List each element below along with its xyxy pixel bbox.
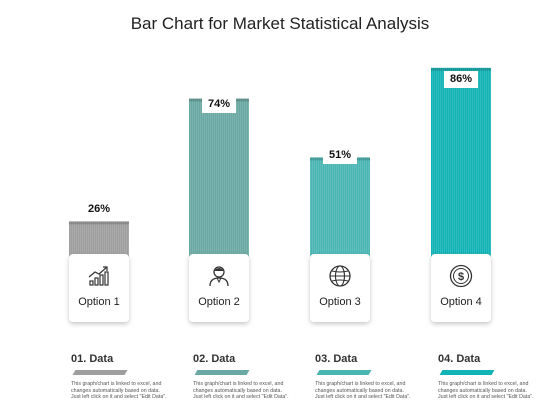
data-block-3: 03. Data This graph/chart is linked to e…: [315, 353, 411, 401]
option-card-2[interactable]: Option 2: [189, 254, 249, 322]
data-block-title: 03. Data: [315, 353, 358, 365]
data-block-title: 04. Data: [438, 353, 481, 365]
value-label-1: 26%: [82, 201, 116, 218]
data-block-text: This graph/chart is linked to excel, and…: [438, 381, 534, 401]
option-label-4: Option 4: [440, 296, 482, 308]
value-label-3: 51%: [323, 147, 357, 164]
option-label-2: Option 2: [198, 296, 240, 308]
data-block-title: 01. Data: [71, 353, 114, 365]
growth-chart-icon: [88, 266, 109, 286]
option-label-1: Option 1: [78, 296, 120, 308]
value-label-2: 74%: [202, 96, 236, 113]
user-icon: [209, 266, 229, 287]
bar-top-edge-1: [69, 221, 129, 225]
chart-title: Bar Chart for Market Statistical Analysi…: [130, 14, 430, 33]
svg-text:$: $: [458, 271, 464, 283]
data-block-accent-line: [72, 370, 128, 375]
option-label-3: Option 3: [319, 296, 361, 308]
data-block-accent-line: [316, 370, 372, 375]
bar-4: [431, 67, 491, 288]
bar-top-edge-4: [431, 67, 491, 71]
data-block-accent-line: [439, 370, 495, 375]
dollar-coin-icon: $: [449, 264, 473, 288]
data-block-title: 02. Data: [193, 353, 236, 365]
option-card-4[interactable]: $ Option 4: [431, 254, 491, 322]
data-block-text: This graph/chart is linked to excel, and…: [71, 381, 167, 401]
data-block-accent-line: [194, 370, 250, 375]
data-block-1: 01. Data This graph/chart is linked to e…: [71, 353, 167, 401]
data-block-4: 04. Data This graph/chart is linked to e…: [438, 353, 534, 401]
data-block-text: This graph/chart is linked to excel, and…: [193, 381, 289, 401]
data-block-text: This graph/chart is linked to excel, and…: [315, 381, 411, 401]
globe-icon: [329, 265, 351, 287]
data-block-2: 02. Data This graph/chart is linked to e…: [193, 353, 289, 401]
option-card-3[interactable]: Option 3: [310, 254, 370, 322]
value-label-4: 86%: [444, 71, 478, 88]
option-card-1[interactable]: Option 1: [69, 254, 129, 322]
